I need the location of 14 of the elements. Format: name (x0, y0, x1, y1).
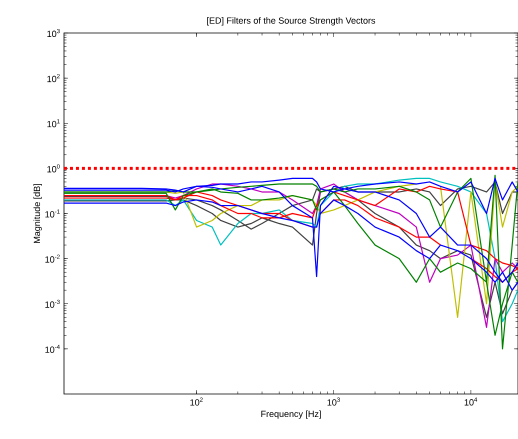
y-tick-label: 10$^{-3}$ (45, 300, 60, 308)
y-tick-label: 10$^{1}$ (47, 119, 60, 128)
x-tick-label: 10$^{3}$ (328, 398, 340, 406)
x-axis-title: Frequency [Hz] (261, 410, 321, 419)
y-tick-label: 10$^{-4}$ (45, 344, 60, 353)
y-tick-label: 10$^{2}$ (47, 74, 60, 82)
y-tick-label: 10$^{-2}$ (45, 254, 60, 263)
y-tick-label: 10$^{-1}$ (45, 210, 60, 218)
x-tick-label: 10$^{2}$ (190, 398, 203, 406)
y-tick-label: 10$^{3}$ (47, 28, 60, 38)
y-axis-title: Magnitude [dB] (33, 184, 42, 243)
chart-title: [ED] Filters of the Source Strength Vectors (207, 17, 376, 26)
y-tick-label: 10$^{0}$ (47, 164, 60, 172)
x-tick-label: 10$^{4}$ (464, 398, 478, 406)
